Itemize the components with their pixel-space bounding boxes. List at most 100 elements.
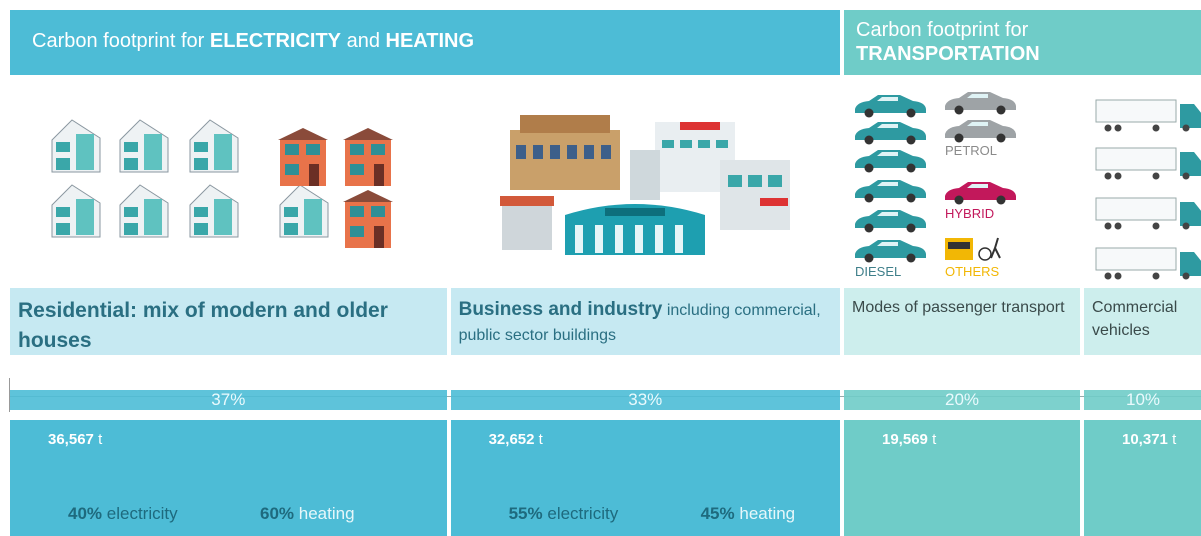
wheel: [1104, 172, 1112, 180]
wheel: [864, 193, 874, 203]
share-label: 20%: [944, 390, 980, 409]
share-label: 33%: [628, 390, 663, 409]
walker: [990, 237, 1001, 259]
wheel: [1104, 124, 1112, 132]
awning: [500, 196, 554, 206]
window: [728, 175, 742, 187]
electricity-value: 40%: [68, 504, 103, 523]
co2-unit: t: [932, 431, 937, 448]
car-body: [855, 210, 926, 228]
wheel: [1114, 172, 1122, 180]
window: [285, 144, 299, 155]
wheel: [906, 223, 916, 233]
wheel: [1182, 172, 1190, 180]
door: [374, 164, 384, 186]
wheel: [1114, 222, 1122, 230]
wheel: [1182, 124, 1190, 132]
cab: [1180, 152, 1201, 176]
heating-value: 60%: [260, 504, 295, 523]
co2-value: 19,569: [882, 431, 928, 448]
window: [680, 140, 692, 148]
window: [214, 134, 232, 170]
heating-label: 45% heating: [701, 504, 796, 524]
wheel: [906, 108, 916, 118]
car-window: [877, 242, 898, 246]
sector-panel: [1084, 420, 1201, 536]
car-body: [945, 120, 1016, 138]
trailer: [1095, 197, 1177, 221]
electricity-text: electricity: [106, 504, 178, 523]
window: [584, 145, 594, 159]
wheel: [1182, 272, 1190, 280]
window: [662, 140, 674, 148]
car-body: [855, 180, 926, 198]
wheel: [864, 163, 874, 173]
axis-tick: [9, 378, 10, 412]
co2-amount: 10,371 t: [1122, 431, 1176, 448]
heating-value: 45%: [700, 504, 735, 523]
share-label: 37%: [211, 390, 246, 409]
car-window: [877, 212, 898, 216]
window: [124, 223, 138, 235]
window: [194, 142, 208, 152]
car-body: [945, 92, 1016, 110]
wheel: [864, 108, 874, 118]
wheel: [864, 223, 874, 233]
window: [533, 145, 543, 159]
wheel: [864, 253, 874, 263]
building: [510, 130, 620, 190]
window: [768, 175, 782, 187]
window: [304, 199, 322, 235]
car: [855, 122, 926, 145]
window: [350, 226, 364, 237]
truck: [1095, 147, 1201, 180]
window: [194, 207, 208, 217]
car-label: DIESEL: [855, 264, 902, 279]
window: [350, 206, 364, 217]
co2-amount: 32,652 t: [489, 431, 543, 448]
description-text: including commercial, public sector buil…: [458, 302, 821, 344]
co2-value: 10,371: [1122, 431, 1168, 448]
car-window: [967, 94, 988, 98]
description-text: Modes of passenger transport: [852, 299, 1065, 316]
sector-panel: [844, 420, 1080, 536]
roof: [343, 128, 393, 140]
window: [194, 223, 208, 235]
wheel: [864, 135, 874, 145]
roof: [278, 128, 328, 140]
electricity-text: electricity: [547, 504, 619, 523]
window: [350, 144, 364, 155]
car-label: PETROL: [945, 143, 998, 158]
car-label: OTHERS: [945, 264, 1000, 279]
window: [124, 207, 138, 217]
cyclist: [978, 247, 992, 261]
description-bold: Residential: mix of modern and older hou…: [18, 299, 388, 353]
co2-amount: 36,567 t: [48, 431, 102, 448]
car-body: [855, 95, 926, 113]
co2-unit: t: [538, 431, 543, 448]
heating-text: heating: [739, 504, 796, 523]
window: [285, 164, 299, 175]
header-left: Carbon footprint for ELECTRICITY and HEA…: [10, 10, 840, 75]
window: [601, 145, 611, 159]
window: [124, 158, 138, 170]
house-modern: [51, 119, 101, 173]
sector-panel: [450, 420, 840, 536]
wheel: [906, 135, 916, 145]
heating-label: 60% heating: [260, 504, 355, 524]
car: [855, 210, 926, 233]
window: [595, 225, 603, 253]
heating-text: heating: [298, 504, 355, 523]
window: [284, 223, 298, 235]
building: [720, 160, 790, 230]
electricity-value: 55%: [508, 504, 543, 523]
house-modern: [189, 184, 239, 238]
wheel: [954, 105, 964, 115]
wheel: [1114, 124, 1122, 132]
description-bold: Business and industry: [458, 299, 663, 320]
window: [575, 225, 583, 253]
co2-amount: 19,569 t: [882, 431, 936, 448]
car: [945, 182, 1016, 205]
wheel: [1114, 272, 1122, 280]
car: [945, 92, 1016, 115]
